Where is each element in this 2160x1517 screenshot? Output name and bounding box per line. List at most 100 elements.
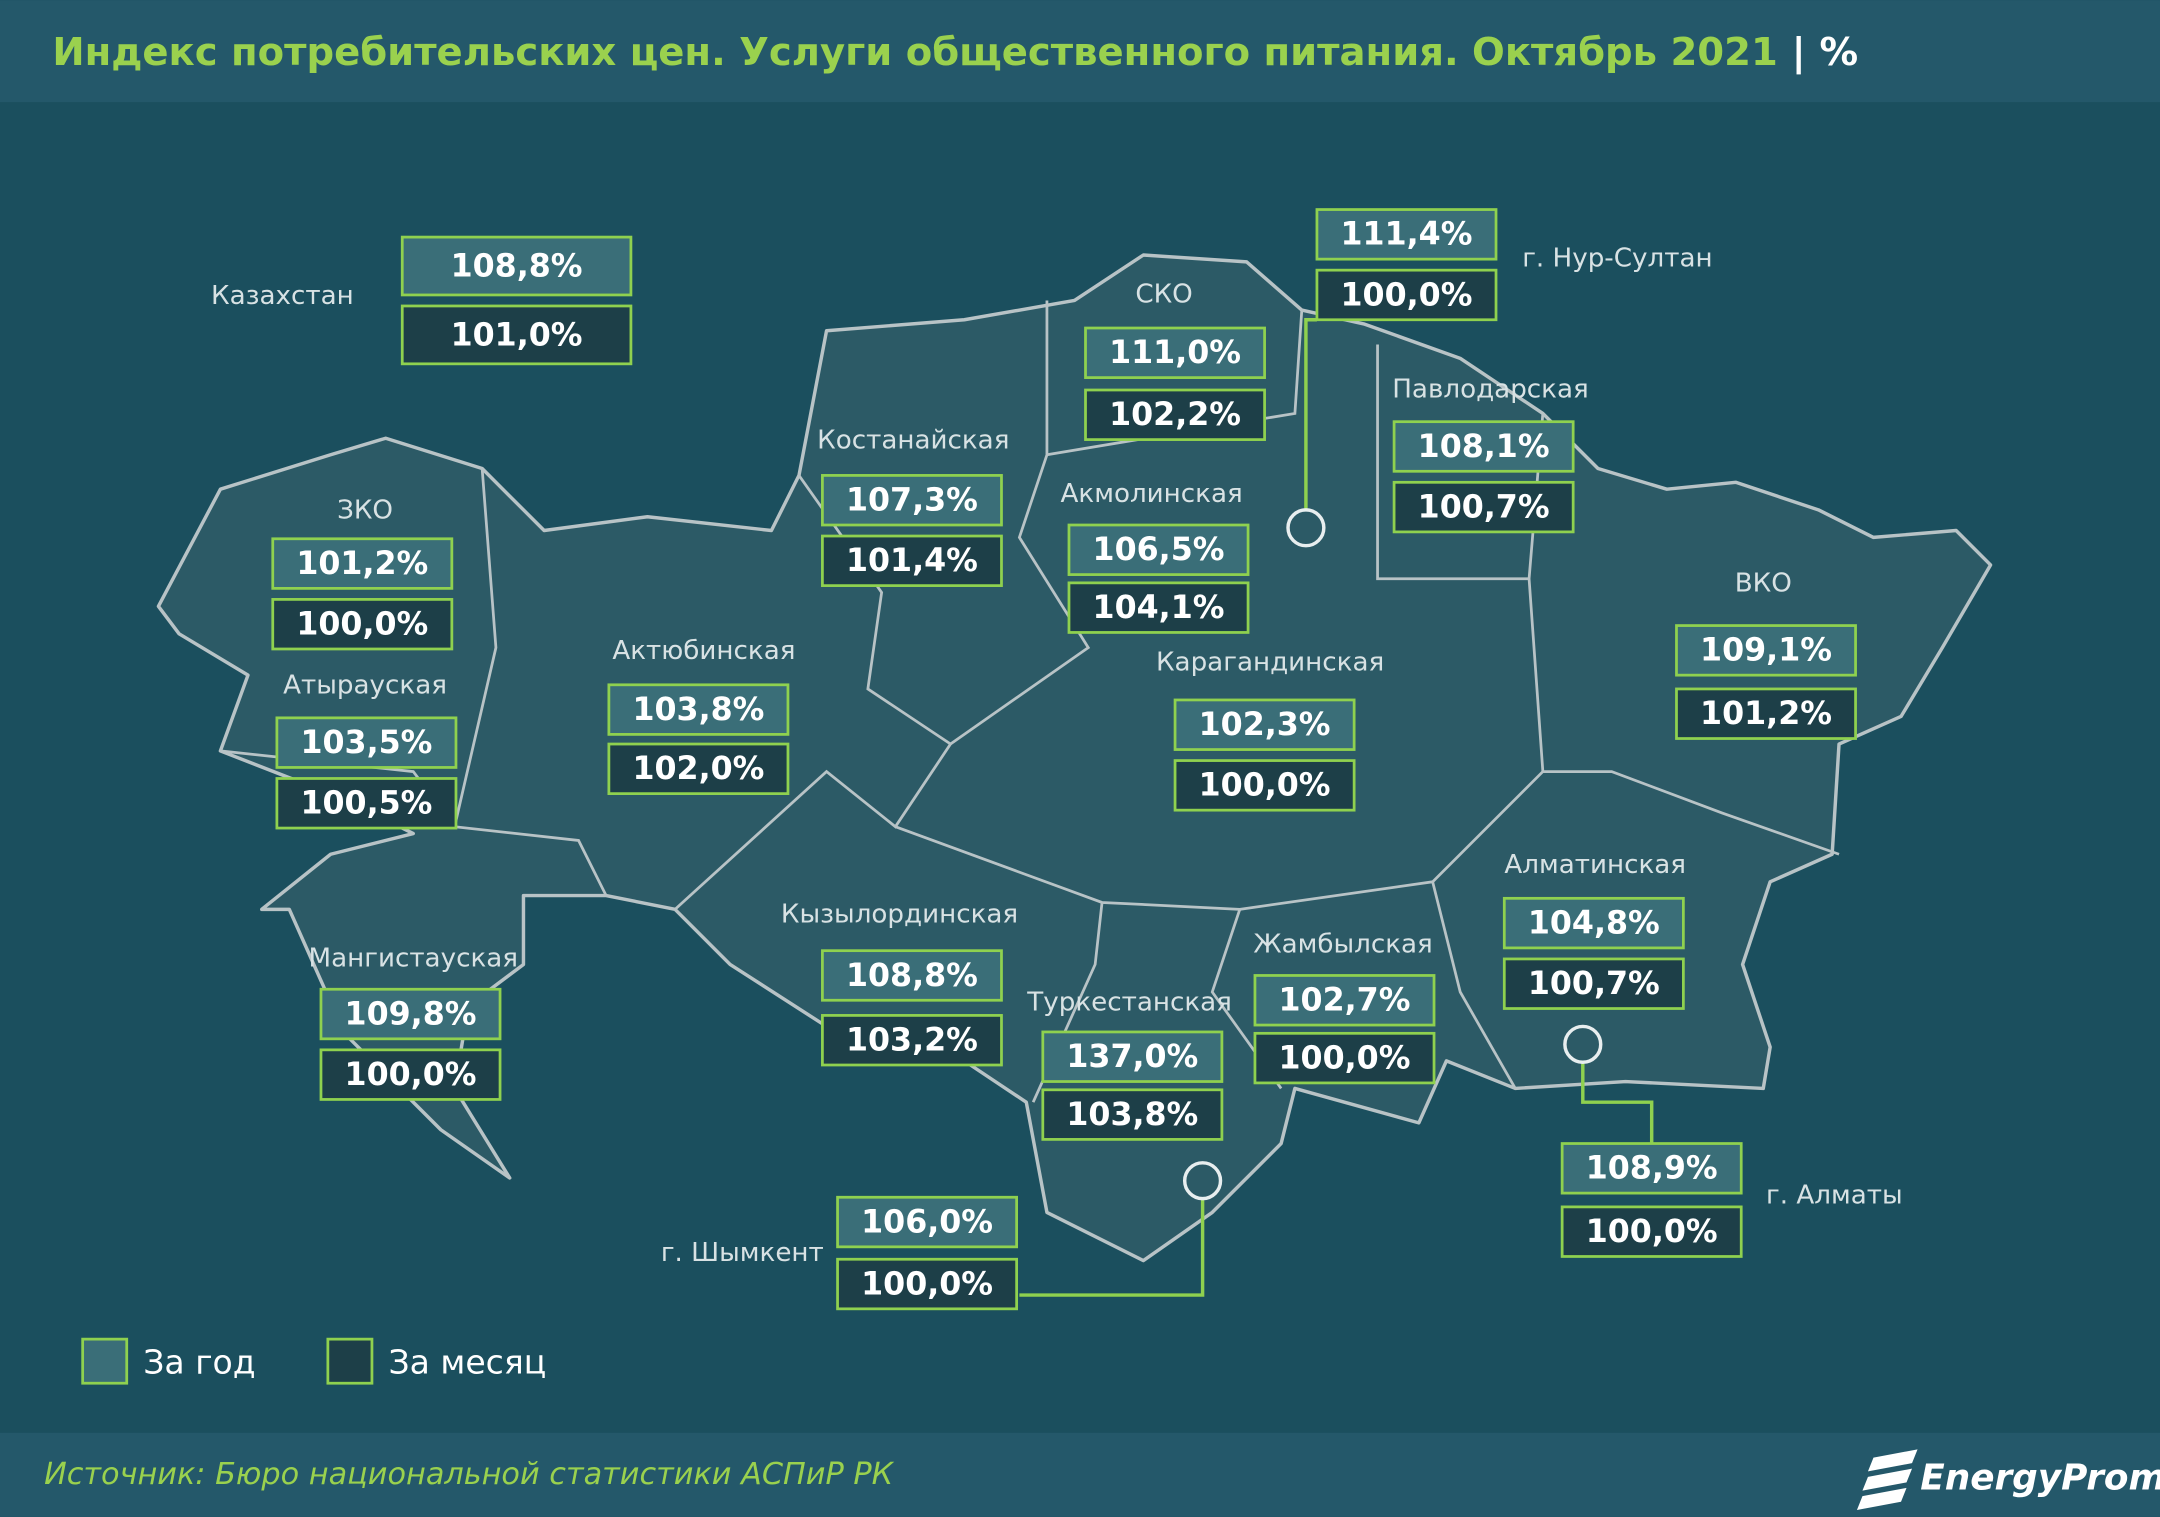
region-name: г. Нур-Султан	[1522, 244, 1712, 274]
value-month: 100,0%	[345, 1057, 477, 1093]
brand-icon	[1856, 1449, 1918, 1510]
city-connectors	[1019, 318, 1654, 1297]
connector	[1581, 1063, 1654, 1144]
region-name: г. Шымкент	[661, 1238, 824, 1268]
value-year: 102,7%	[1279, 983, 1411, 1019]
city-markers	[1182, 508, 1603, 1201]
value-box-month	[821, 534, 1003, 587]
value-box-year	[821, 949, 1003, 1002]
value-month: 102,2%	[1109, 397, 1241, 433]
footer-band	[0, 1432, 2160, 1517]
title-separator: |	[1792, 29, 1806, 74]
value-month: 101,4%	[846, 543, 978, 579]
value-box-year	[607, 683, 790, 736]
value-year: 108,8%	[846, 958, 978, 994]
value-year: 102,3%	[1199, 707, 1331, 743]
region-name: ВКО	[1735, 569, 1792, 599]
border	[1527, 578, 1840, 856]
city-marker	[1286, 508, 1326, 548]
value-box-month	[1502, 957, 1685, 1010]
region-name: Алматинская	[1504, 850, 1686, 880]
value-year: 137,0%	[1066, 1039, 1198, 1075]
value-year: 108,9%	[1586, 1151, 1718, 1187]
value-year: 108,1%	[1418, 429, 1550, 465]
value-month: 100,0%	[1279, 1040, 1411, 1076]
legend-swatch-month	[326, 1337, 374, 1385]
border	[1431, 881, 1517, 1090]
legend-year: За год	[143, 1342, 255, 1381]
region-name: Павлодарская	[1392, 375, 1589, 405]
value-box-month	[607, 742, 790, 796]
brand-logo: EnergyProm	[1856, 1449, 2160, 1510]
header-band	[0, 0, 2160, 103]
value-month: 100,0%	[1199, 768, 1331, 804]
value-box-month	[1315, 268, 1498, 322]
value-box-month	[271, 598, 454, 651]
value-month: 100,7%	[1418, 489, 1550, 525]
legend-month: За месяц	[388, 1342, 546, 1381]
value-box-month	[836, 1257, 1019, 1311]
title: Индекс потребительских цен. Услуги общес…	[52, 29, 1858, 74]
legend-swatch-year	[81, 1337, 129, 1385]
value-box-month	[1253, 1031, 1436, 1085]
region-name: ЗКО	[337, 496, 393, 526]
value-box-year	[821, 474, 1003, 527]
value-month: 100,0%	[296, 607, 428, 643]
value-month: 100,7%	[1528, 966, 1660, 1002]
value-box-year	[1675, 624, 1857, 677]
value-box-year	[1315, 208, 1498, 261]
region-name: Кызылординская	[781, 899, 1018, 929]
value-box-month	[821, 1014, 1003, 1067]
value-year: 104,8%	[1528, 905, 1660, 941]
value-box-year	[1173, 698, 1356, 751]
connector	[1304, 318, 1317, 510]
value-box-month	[275, 777, 458, 830]
value-month: 101,2%	[1700, 696, 1832, 732]
region-name: Костанайская	[817, 425, 1009, 455]
title-unit: %	[1819, 29, 1858, 74]
value-month: 104,1%	[1093, 590, 1225, 626]
value-month: 100,5%	[300, 786, 432, 822]
connector	[1019, 1200, 1205, 1297]
value-year: 108,8%	[451, 248, 583, 284]
region-name: Казахстан	[211, 281, 354, 311]
region-name: Атырауская	[283, 671, 447, 701]
value-year: 111,0%	[1109, 335, 1241, 371]
value-box-year	[1067, 523, 1250, 576]
region-name: г. Алматы	[1766, 1180, 1903, 1210]
value-month: 103,8%	[1066, 1097, 1198, 1133]
title-text: Индекс потребительских цен. Услуги общес…	[52, 29, 1777, 74]
value-year: 106,5%	[1093, 532, 1225, 568]
value-box-month	[1084, 388, 1266, 441]
border	[949, 300, 1091, 746]
value-box-year	[1084, 326, 1266, 379]
value-year: 111,4%	[1341, 217, 1473, 253]
value-box-year	[1253, 974, 1436, 1027]
region-name: Мангистауская	[309, 943, 519, 973]
region-name: Акмолинская	[1061, 479, 1243, 509]
value-year: 103,5%	[300, 725, 432, 761]
value-box-month	[1392, 480, 1575, 534]
value-box-month	[1041, 1088, 1224, 1141]
value-month: 100,0%	[1341, 277, 1473, 313]
value-box-month	[1173, 759, 1356, 812]
value-year: 106,0%	[861, 1204, 993, 1240]
source: Источник: Бюро национальной статистики А…	[44, 1457, 895, 1492]
value-year: 109,8%	[345, 996, 477, 1032]
region-name: СКО	[1135, 279, 1192, 309]
region-name: Жамбылская	[1253, 930, 1432, 960]
value-box-year	[275, 716, 458, 769]
region-name: Актюбинская	[612, 636, 795, 666]
value-box-month	[1560, 1205, 1743, 1258]
brand: EnergyProm	[1920, 1458, 2160, 1499]
value-month: 103,2%	[846, 1023, 978, 1059]
value-box-year	[1502, 896, 1685, 950]
region-labels: Казахстан 108,8% 101,0% г. Нур-Султан 111,4%…	[211, 208, 1903, 1311]
value-box-year	[1560, 1142, 1743, 1195]
value-month: 100,0%	[861, 1266, 993, 1302]
city-marker	[1563, 1024, 1603, 1064]
value-year: 103,8%	[632, 692, 764, 728]
value-year: 101,2%	[296, 546, 428, 582]
